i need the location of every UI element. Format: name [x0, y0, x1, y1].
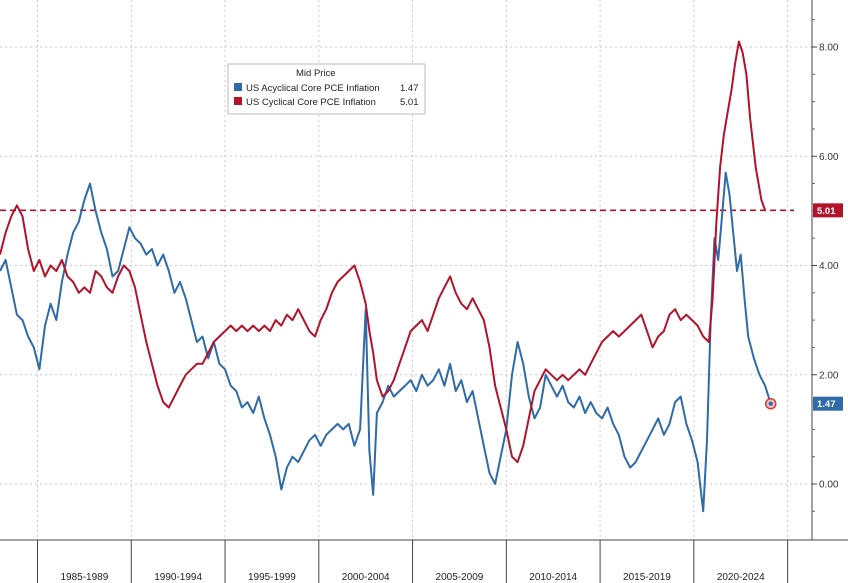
x-tick-label: 2015-2019	[623, 572, 671, 583]
last-point-dot	[768, 401, 773, 406]
legend-title: Mid Price	[296, 68, 336, 79]
legend-swatch-acyclical	[234, 83, 242, 91]
x-tick-label: 2000-2004	[342, 572, 390, 583]
y-tick-label: 0.00	[819, 480, 839, 491]
x-tick-label: 2020-2024	[717, 572, 765, 583]
x-tick-label: 1995-1999	[248, 572, 296, 583]
y-tick-label: 6.00	[819, 152, 839, 163]
legend-label-acyclical: US Acyclical Core PCE Inflation	[246, 83, 380, 94]
legend-swatch-cyclical	[234, 97, 242, 105]
legend-label-cyclical: US Cyclical Core PCE Inflation	[246, 97, 376, 108]
last-value-tags: 1.47 5.01	[813, 203, 843, 411]
legend: Mid Price US Acyclical Core PCE Inflatio…	[227, 63, 426, 115]
legend-value-cyclical: 5.01	[400, 97, 419, 108]
x-tick-label: 1990-1994	[154, 572, 202, 583]
legend-box	[227, 63, 426, 115]
x-tick-label: 2005-2009	[436, 572, 484, 583]
series-layer	[0, 40, 777, 513]
value-tag-acyclical	[813, 396, 843, 411]
series-line-acyclical	[0, 171, 772, 513]
series-line-cyclical	[0, 40, 767, 464]
x-tick-label: 1985-1989	[60, 572, 108, 583]
legend-value-acyclical: 1.47	[400, 83, 419, 94]
y-tick-label: 4.00	[819, 261, 839, 272]
x-tick-label: 2010-2014	[529, 572, 577, 583]
value-tag-cyclical	[813, 203, 843, 218]
y-tick-label: 2.00	[819, 370, 839, 381]
y-axis: 8.00 6.00 4.00 2.00 0.00	[811, 0, 839, 540]
value-tag-label-cyclical: 5.01	[817, 206, 836, 217]
value-tag-label-acyclical: 1.47	[817, 399, 836, 410]
y-tick-label: 8.00	[819, 43, 839, 54]
x-axis: 1985-1989 1990-1994 1995-1999 2000-2004 2005…	[0, 539, 848, 583]
